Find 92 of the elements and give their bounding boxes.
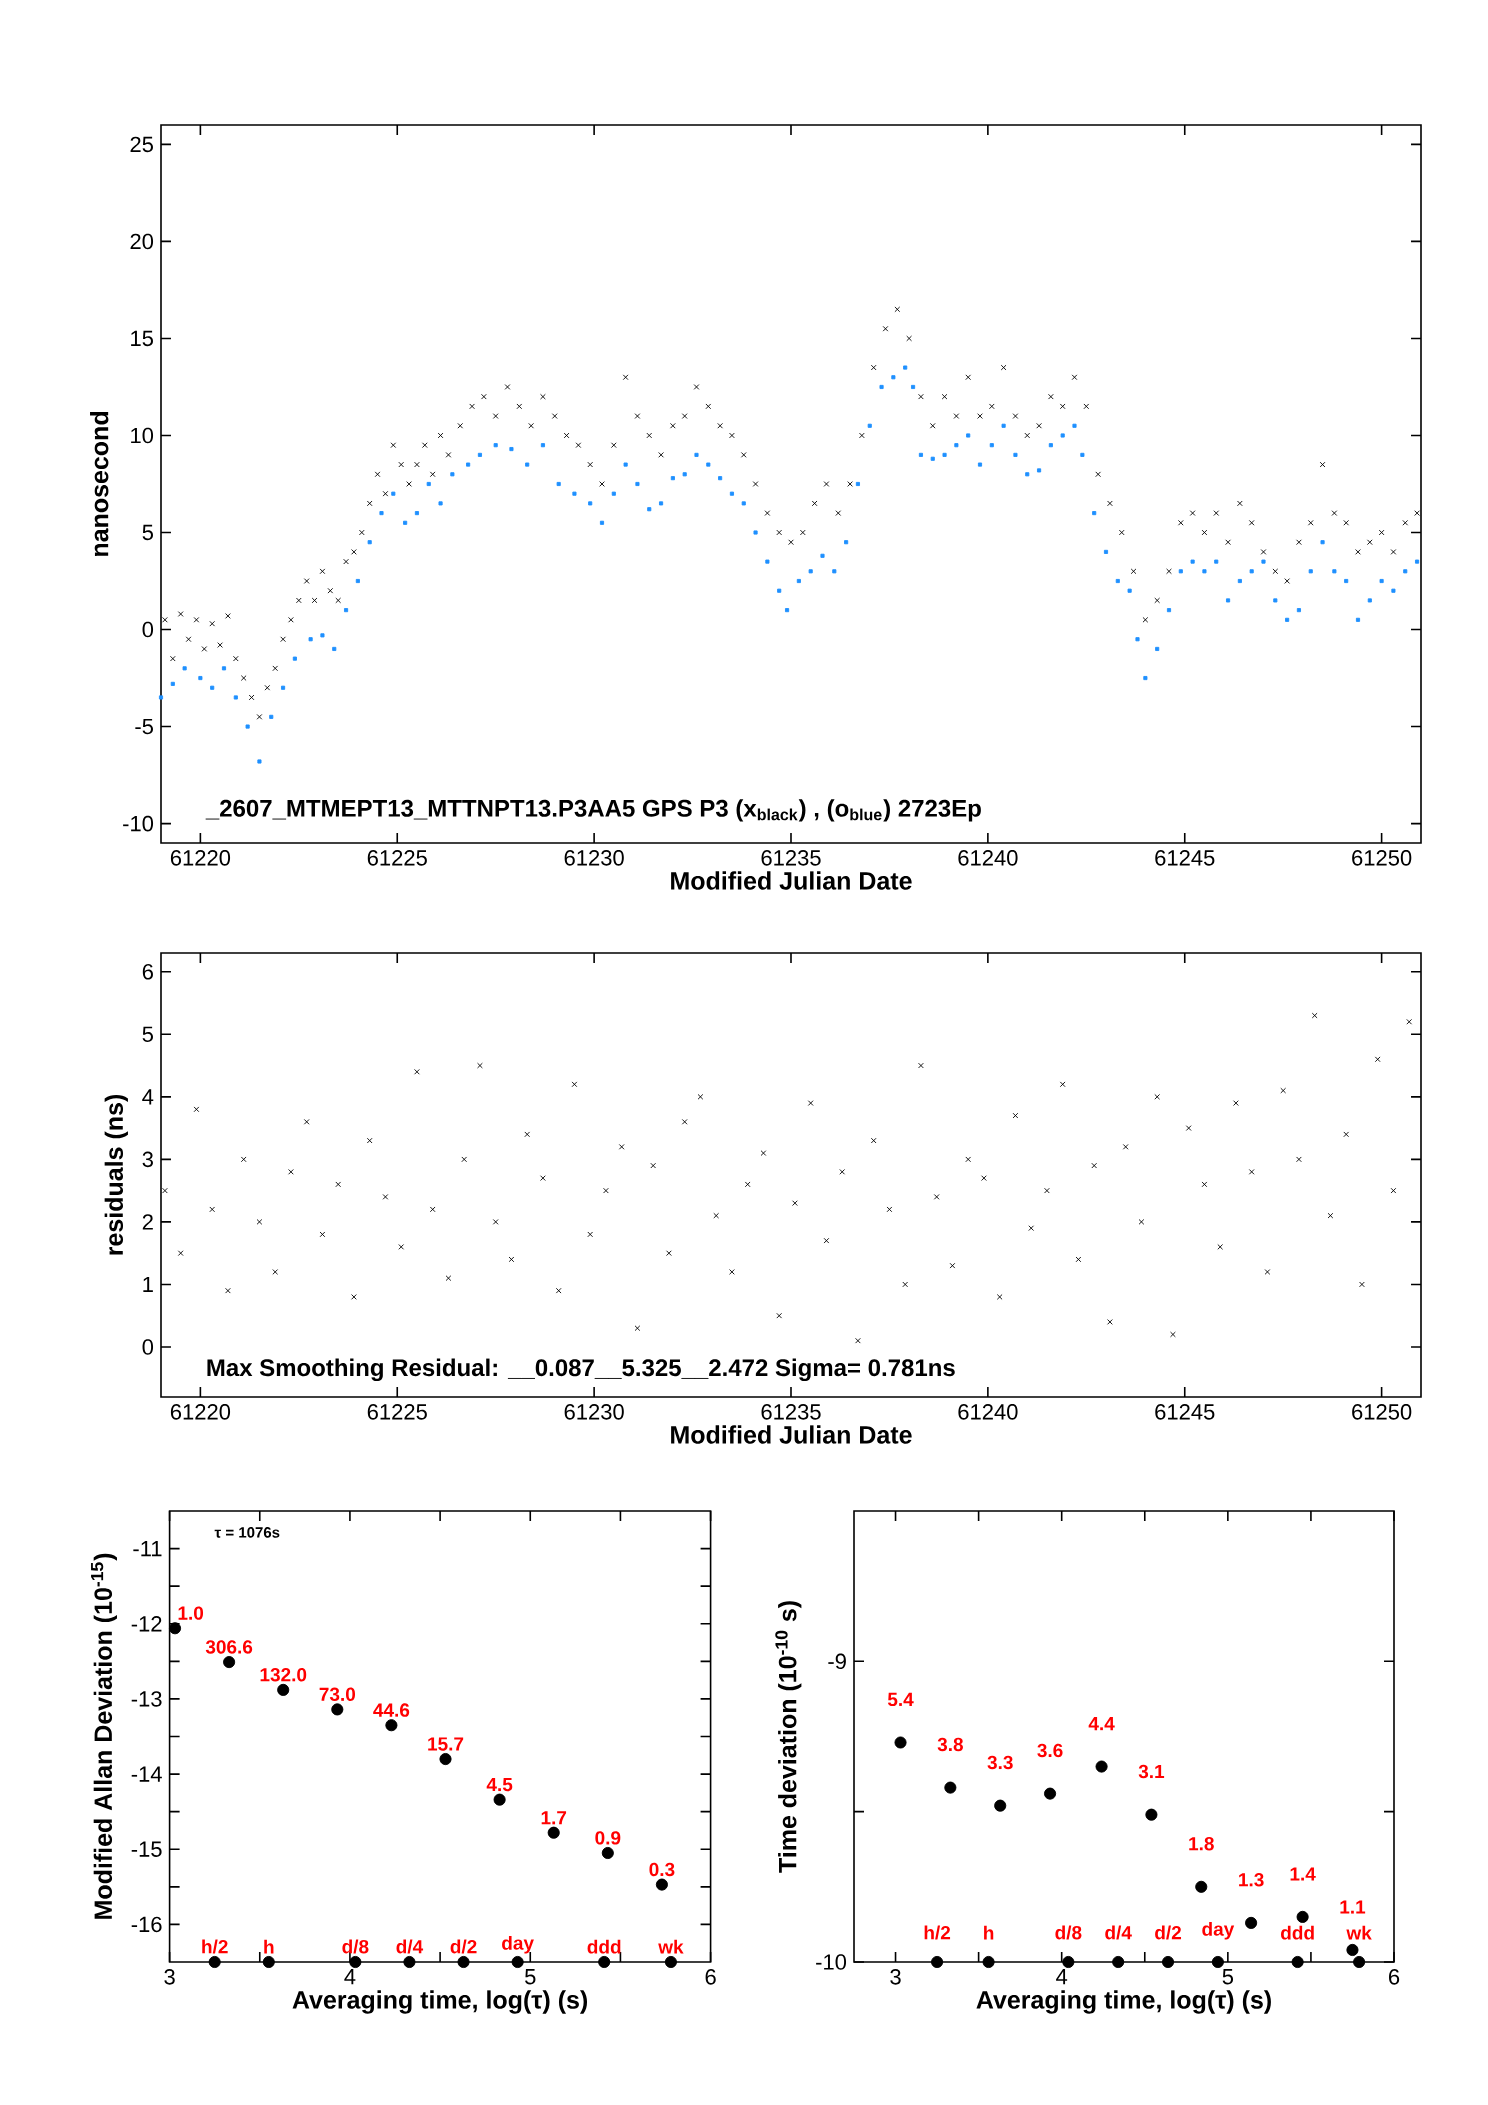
x-tick-label: 61230 <box>564 850 624 866</box>
y-tick-label: 5 <box>142 524 153 541</box>
annotation: d/2 <box>450 1939 477 1954</box>
annotation: 306.6 <box>205 1640 253 1654</box>
annotation: 4.4 <box>1088 1717 1115 1731</box>
annotation: wk <box>1346 1925 1372 1940</box>
x-axis-title: Modified Julian Date <box>671 871 912 890</box>
y-tick-label: 1 <box>143 1276 153 1292</box>
x-tick-label: 61225 <box>367 1404 427 1420</box>
x-tick-label: 61240 <box>958 850 1018 866</box>
y-tick-label: 0 <box>142 621 154 638</box>
annotation: 3.6 <box>1037 1743 1063 1758</box>
annotation: 44.6 <box>373 1703 410 1717</box>
annotation: d/8 <box>1055 1925 1082 1940</box>
x-tick-label: 61250 <box>1352 850 1412 866</box>
annotation: 73.0 <box>319 1687 356 1702</box>
y-tick-label: 0 <box>142 1339 154 1355</box>
y-tick-label: -5 <box>135 718 153 735</box>
y-tick-label: -9 <box>828 1653 846 1670</box>
annotation: Max Smoothing Residual: __0.087__5.325__2.472 Sigma= 0.781ns <box>207 1358 955 1382</box>
annotation: 1.7 <box>541 1811 567 1825</box>
x-axis-title: Averaging time, log(τ) (s) <box>976 1990 1271 2014</box>
annotation: d/2 <box>1155 1925 1182 1940</box>
annotation: d/4 <box>396 1939 424 1954</box>
annotation: 0.3 <box>649 1862 675 1877</box>
y-axis-title: nanosecond <box>90 412 109 556</box>
x-axis-title: Modified Julian Date <box>671 1425 912 1444</box>
x-tick-label: 61235 <box>761 850 821 866</box>
annotation: h <box>984 1925 994 1940</box>
x-tick-label: 61225 <box>367 850 427 866</box>
x-tick-label: 61220 <box>170 850 231 866</box>
x-tick-label: 61230 <box>564 1404 624 1420</box>
y-tick-label: 6 <box>142 964 153 980</box>
annotation: 1.1 <box>1340 1900 1366 1914</box>
y-tick-label: -10 <box>123 815 154 832</box>
annotation: h/2 <box>924 1925 951 1940</box>
x-tick-label: 61245 <box>1155 1404 1215 1420</box>
x-tick-label: 6 <box>705 1969 716 1985</box>
y-tick-label: -13 <box>131 1691 162 1707</box>
annotation: ddd <box>587 1939 621 1954</box>
y-axis-title: residuals (ns) <box>104 1094 128 1255</box>
annotation: 1.8 <box>1189 1836 1214 1851</box>
annotation: 15.7 <box>428 1737 464 1751</box>
annotation: 3.8 <box>937 1737 963 1752</box>
y-tick-label: -11 <box>133 1541 162 1557</box>
y-tick-label: 10 <box>131 427 154 444</box>
y-tick-label: 4 <box>142 1089 154 1105</box>
x-tick-label: 5 <box>525 1969 536 1985</box>
annotation: 3.1 <box>1138 1764 1165 1779</box>
annotation: _2607_MTMEPT13_MTTNPT13.P3AA5 GPS P3 (x$_{black}$) , (o$_{blue}$) 2723Ep <box>205 799 981 822</box>
y-axis-title: Time deviation (10$^{-10}$ s) <box>775 1601 802 1873</box>
y-tick-label: 3 <box>142 1151 153 1168</box>
y-axis-title: Modified Allan Deviation (10$^{-15}$) <box>91 1553 117 1919</box>
x-tick-label: 61245 <box>1155 850 1215 866</box>
annotation: h/2 <box>202 1939 228 1954</box>
annotation: h <box>264 1939 274 1954</box>
annotation: 1.0 <box>178 1606 204 1620</box>
annotation: 132.0 <box>260 1668 307 1682</box>
x-tick-label: 4 <box>1056 1969 1068 1985</box>
x-tick-label: 5 <box>1222 1969 1234 1985</box>
annotation: day <box>1202 1921 1235 1940</box>
y-tick-label: -14 <box>131 1766 162 1782</box>
x-axis-title: Averaging time, log(τ) (s) <box>292 1990 588 2014</box>
x-tick-label: 4 <box>344 1969 356 1985</box>
x-tick-label: 3 <box>890 1969 901 1985</box>
annotation: day <box>502 1935 534 1954</box>
x-tick-label: 3 <box>164 1969 175 1985</box>
annotation: 5.4 <box>887 1692 914 1707</box>
x-tick-label: 61235 <box>761 1404 821 1420</box>
annotation: 0.9 <box>595 1831 621 1845</box>
annotation: d/4 <box>1105 1925 1132 1940</box>
annotation: 1.4 <box>1290 1867 1316 1881</box>
y-tick-label: -15 <box>131 1841 162 1857</box>
y-tick-label: -16 <box>131 1916 162 1933</box>
x-tick-label: 6 <box>1389 1969 1400 1985</box>
y-tick-label: 5 <box>142 1026 153 1042</box>
annotation: d/8 <box>342 1939 369 1954</box>
y-tick-label: 25 <box>130 136 153 153</box>
y-tick-label: 2 <box>142 1214 153 1230</box>
annotation: 4.5 <box>486 1777 513 1792</box>
y-tick-label: 15 <box>131 330 153 347</box>
y-tick-label: -10 <box>816 1954 847 1970</box>
annotation: τ = 1076s <box>214 1527 280 1538</box>
y-tick-label: 20 <box>130 233 154 250</box>
annotation: 1.3 <box>1239 1873 1264 1887</box>
annotation: wk <box>658 1939 684 1954</box>
x-tick-label: 61250 <box>1352 1404 1412 1420</box>
x-tick-label: 61240 <box>958 1404 1018 1420</box>
annotation: 3.3 <box>987 1755 1013 1770</box>
annotation: ddd <box>1281 1925 1314 1940</box>
x-tick-label: 61220 <box>170 1404 231 1420</box>
y-tick-label: -12 <box>131 1616 162 1632</box>
